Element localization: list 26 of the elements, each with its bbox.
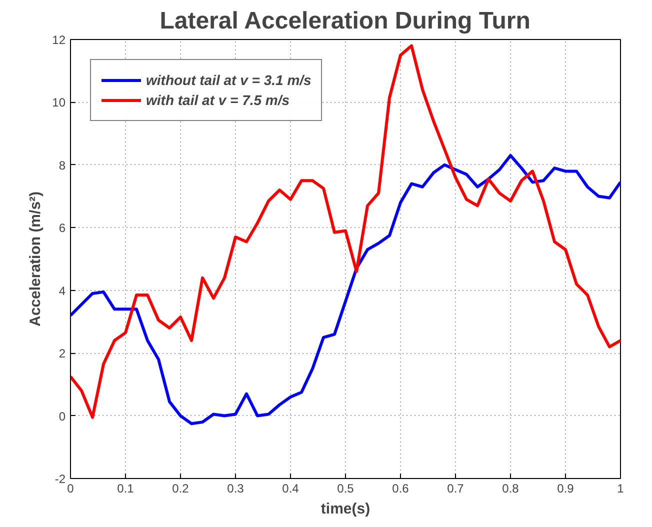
chart-title: Lateral Acceleration During Turn xyxy=(160,8,530,34)
legend-label: without tail at v = 3.1 m/s xyxy=(146,72,312,88)
y-tick-label: 0 xyxy=(58,409,66,424)
x-tick-label: 0.5 xyxy=(337,482,354,496)
legend-label: with tail at v = 7.5 m/s xyxy=(146,92,290,108)
x-tick-label: 0.8 xyxy=(502,482,520,496)
y-tick-label: 12 xyxy=(52,33,66,47)
x-tick-label: 0.6 xyxy=(392,482,410,496)
y-tick-label: 2 xyxy=(58,346,66,361)
y-tick-label: 4 xyxy=(58,284,66,298)
x-tick-label: 0.1 xyxy=(117,482,134,496)
y-tick-label: -2 xyxy=(54,472,66,486)
x-tick-label: 0.9 xyxy=(557,482,574,496)
x-tick-label: 0 xyxy=(67,482,74,496)
x-tick-label: 1 xyxy=(617,482,624,496)
y-tick-label: 8 xyxy=(58,158,66,172)
line-series xyxy=(70,154,620,426)
x-axis-title: time(s) xyxy=(320,500,370,518)
x-tick-label: 0.4 xyxy=(282,482,300,496)
x-tick-label: 0.2 xyxy=(172,482,190,496)
y-axis-title: Acceleration (m/s²) xyxy=(27,191,44,327)
x-tick-label: 0.3 xyxy=(227,482,244,496)
y-tick-label: 10 xyxy=(52,96,66,110)
y-tick-label: 6 xyxy=(58,221,66,236)
line-series xyxy=(70,44,620,419)
x-tick-label: 0.7 xyxy=(447,482,464,496)
